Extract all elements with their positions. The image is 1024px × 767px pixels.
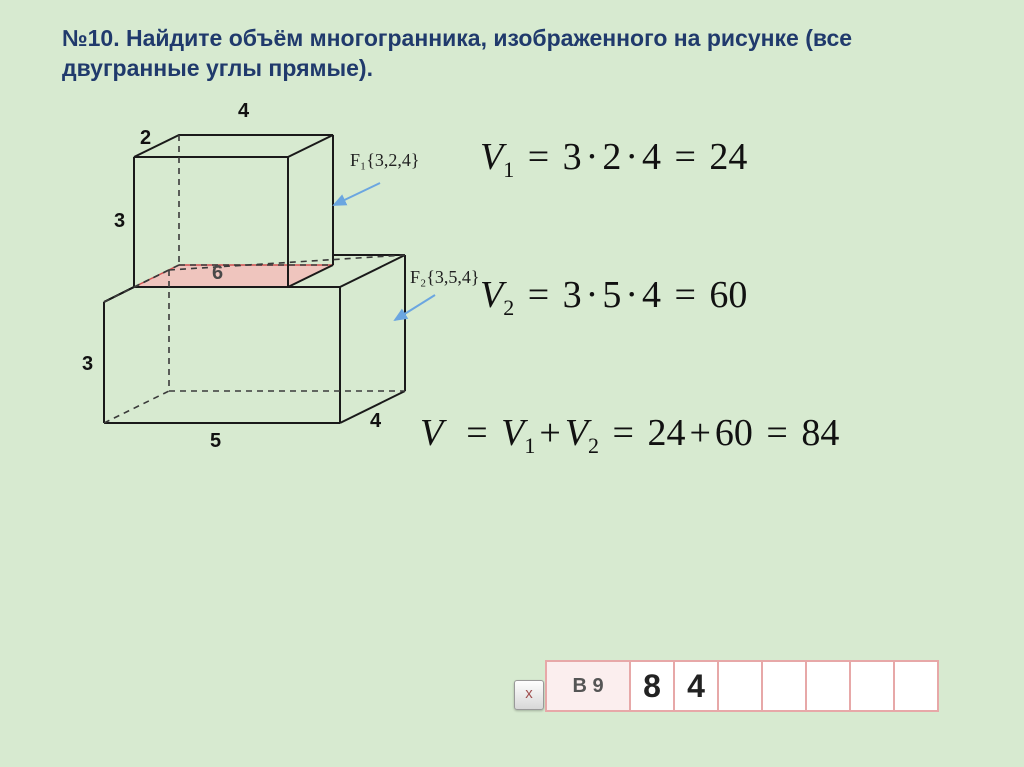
face-label-f1: F₁{3,2,4} — [350, 150, 420, 171]
formula-area: V1 = 3·2·4 = 24 V2 = 3·5·4 = 60 V = V1+V… — [480, 135, 980, 549]
formula-v1: V1 = 3·2·4 = 24 — [480, 135, 980, 183]
answer-cell-3[interactable] — [719, 662, 763, 710]
answer-label: В 9 — [547, 662, 631, 710]
answer-cell-6[interactable] — [851, 662, 895, 710]
dim-top-depth: 2 — [140, 127, 151, 150]
dim-lower-height: 3 — [82, 353, 93, 376]
dim-mid: 6 — [212, 262, 223, 285]
dim-top-front: 4 — [238, 100, 249, 123]
close-x-button[interactable]: х — [514, 680, 544, 710]
answer-cell-5[interactable] — [807, 662, 851, 710]
dim-upper-height: 3 — [114, 210, 125, 233]
answer-cell-1[interactable]: 8 — [631, 662, 675, 710]
answer-cell-4[interactable] — [763, 662, 807, 710]
answer-cell-2[interactable]: 4 — [675, 662, 719, 710]
formula-v2: V2 = 3·5·4 = 60 — [480, 273, 980, 321]
dim-bottom-right: 4 — [370, 410, 381, 433]
polyhedron-diagram: 4 2 3 6 3 4 5 F₁{3,2,4} F₂{3,5,4} — [60, 105, 460, 485]
answer-cell-7[interactable] — [895, 662, 937, 710]
problem-title: №10. Найдите объём многогранника, изобра… — [62, 24, 922, 84]
face-label-f2: F₂{3,5,4} — [410, 267, 480, 288]
answer-box: В 9 8 4 — [545, 660, 939, 712]
formula-total: V = V1+V2 = 24+60 = 84 — [420, 411, 980, 459]
dim-bottom-front: 5 — [210, 430, 221, 453]
